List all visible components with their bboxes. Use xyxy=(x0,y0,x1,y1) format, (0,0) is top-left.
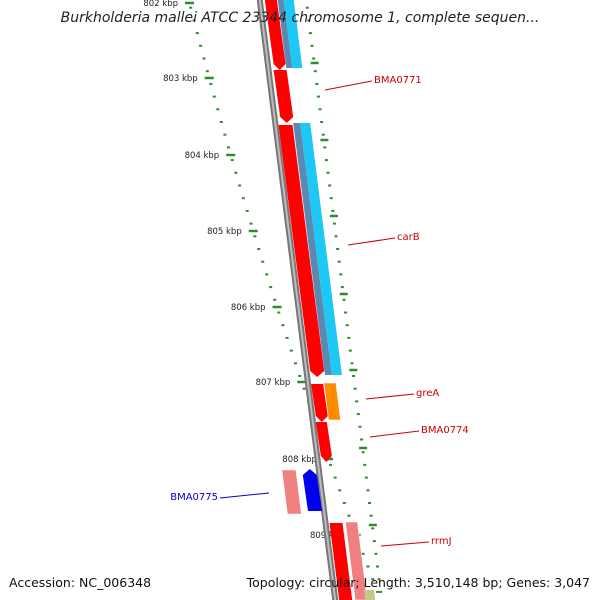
scale-tick-label: 802 kbp xyxy=(143,0,178,9)
gene-label: BMA0774 xyxy=(421,425,469,436)
scale-tick-label: 806 kbp xyxy=(231,303,266,313)
gene-arrow-grea xyxy=(311,384,328,422)
accession-text: Accession: NC_006348 xyxy=(9,575,152,590)
cds-band-upstream-steel xyxy=(277,0,293,68)
gene-leader-line xyxy=(369,430,420,438)
scale-tick-label: 804 kbp xyxy=(185,151,220,161)
map-title: Burkholderia mallei ATCC 23344 chromosom… xyxy=(60,10,540,26)
gene-label: BMA0771 xyxy=(374,75,422,86)
cds-band-grea xyxy=(323,382,341,421)
backbone-layer xyxy=(256,0,339,600)
gene-arrow-upstream xyxy=(264,0,286,70)
gene-leader-line xyxy=(347,237,396,246)
scale-tick-label: 803 kbp xyxy=(163,74,198,84)
gene-leader-line xyxy=(365,393,415,400)
tick-layer: 802 kbp 803 kbp 804 kbp 805 kbp 806 kbp 807 k… xyxy=(143,0,383,593)
cds-band-carb-cyan xyxy=(300,123,342,375)
gene-label: rrmJ xyxy=(431,536,452,547)
gene-arrow-bma0774 xyxy=(315,422,332,462)
feature-layer xyxy=(264,0,376,600)
gene-label: greA xyxy=(416,388,439,399)
gene-arrow-carb xyxy=(278,125,325,377)
gene-pale-bma0775 xyxy=(281,469,302,515)
cds-band-carb-steel xyxy=(293,123,332,375)
sequence-summary: Topology: circular; Length: 3,510,148 bp… xyxy=(246,575,590,590)
gene-arrow-bma0775 xyxy=(302,469,322,511)
gene-arrow-rrmj xyxy=(329,523,353,600)
gene-label: BMA0775 xyxy=(170,492,218,503)
misc-band-olive xyxy=(364,590,376,600)
gene-leader-line xyxy=(380,541,430,547)
scale-tick-label: 807 kbp xyxy=(256,378,291,388)
gene-arrow-bma0771 xyxy=(273,70,294,123)
cds-band-rrmj xyxy=(345,521,368,600)
gene-leader-line xyxy=(219,492,270,499)
gene-leader-line xyxy=(324,80,373,91)
scale-tick-label: 808 kbp xyxy=(282,455,317,465)
gene-label: carB xyxy=(397,232,420,243)
backbone-highlight xyxy=(258,0,337,600)
scale-tick-label: 805 kbp xyxy=(207,227,242,237)
cds-band-upstream-cyan xyxy=(283,0,303,68)
label-layer: BMA0771 carB greA BMA0774 BMA0775 rrmJ xyxy=(170,75,469,547)
